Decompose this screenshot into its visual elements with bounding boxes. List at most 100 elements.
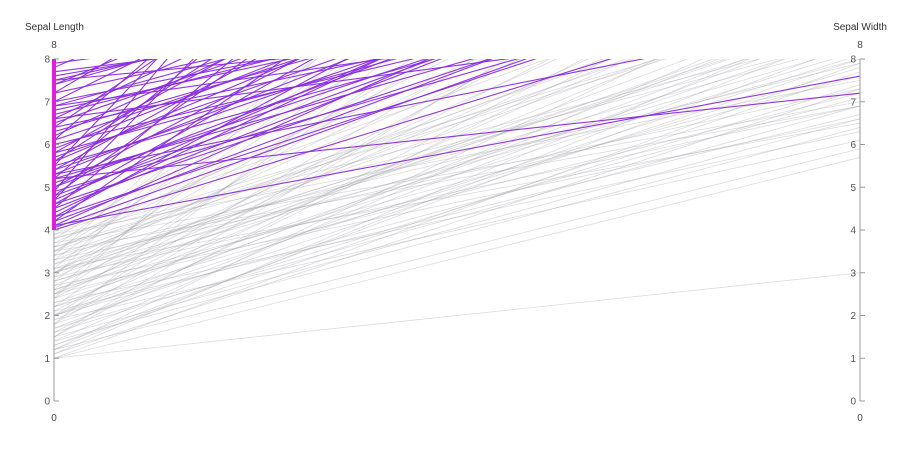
data-line-unselected xyxy=(54,59,751,355)
axis-top-range-label: 8 xyxy=(857,40,863,51)
data-line-unselected xyxy=(54,84,860,333)
data-line-unselected xyxy=(54,148,860,351)
data-line-selected xyxy=(54,59,382,214)
data-line-selected xyxy=(54,59,301,163)
axis-tick-label: 0 xyxy=(850,397,856,408)
data-line-unselected xyxy=(54,59,476,316)
data-line-selected xyxy=(54,59,59,60)
brush-selection[interactable] xyxy=(52,59,56,230)
data-line-unselected xyxy=(54,59,747,316)
axis-tick-label: 8 xyxy=(850,55,856,66)
data-line-unselected xyxy=(54,59,375,282)
data-line-selected xyxy=(54,59,214,94)
data-line-selected xyxy=(54,59,612,231)
data-line-selected xyxy=(54,59,392,188)
data-line-selected xyxy=(54,59,387,107)
data-line-unselected xyxy=(54,59,658,351)
data-line-selected xyxy=(54,59,60,60)
axis-sepal-length[interactable]: Sepal Length 8 0 0 1 2 3 4 5 6 7 8 xyxy=(25,22,84,424)
axis-sepal-width[interactable]: Sepal Width 8 0 0 1 2 3 4 5 6 7 8 xyxy=(833,22,887,424)
data-line-unselected xyxy=(54,127,860,342)
data-line-unselected xyxy=(54,79,860,235)
data-line-unselected xyxy=(54,59,450,252)
data-line-selected xyxy=(54,59,213,163)
data-line-unselected xyxy=(54,59,507,338)
data-line-unselected xyxy=(54,59,318,248)
data-line-unselected xyxy=(54,59,689,295)
data-line-unselected xyxy=(54,59,388,325)
data-line-selected xyxy=(54,59,310,133)
data-line-unselected xyxy=(54,59,663,308)
data-line-selected xyxy=(54,59,398,154)
data-line-unselected xyxy=(54,88,860,355)
data-line-unselected xyxy=(54,59,834,299)
data-line-selected xyxy=(54,59,227,107)
data-line-selected xyxy=(54,59,415,146)
data-line-unselected xyxy=(54,59,786,351)
data-line-unselected xyxy=(54,59,315,269)
data-line-selected xyxy=(54,59,198,180)
data-line-unselected xyxy=(54,59,510,325)
data-line-unselected xyxy=(54,71,860,346)
axis-tick-label: 5 xyxy=(44,183,50,194)
data-line-unselected xyxy=(54,59,860,274)
data-line-selected xyxy=(54,59,155,77)
data-line-selected xyxy=(54,59,437,167)
data-line-unselected xyxy=(54,59,627,278)
axis-title-sepal-width: Sepal Width xyxy=(833,22,887,33)
axis-tick-label: 0 xyxy=(44,397,50,408)
data-line-unselected xyxy=(54,59,720,321)
data-line-unselected xyxy=(54,59,585,338)
data-line-selected xyxy=(54,59,494,222)
data-line-unselected xyxy=(54,59,522,265)
data-line-unselected xyxy=(54,59,761,329)
data-line-selected xyxy=(54,59,427,184)
data-line-unselected xyxy=(54,59,667,248)
data-line-selected xyxy=(54,59,314,205)
data-line-unselected xyxy=(54,88,860,261)
data-line-unselected xyxy=(54,59,277,278)
data-line-unselected xyxy=(54,59,860,325)
data-line-unselected xyxy=(54,97,860,316)
data-line-unselected xyxy=(54,59,715,291)
data-line-unselected xyxy=(54,59,732,282)
data-line-unselected xyxy=(54,105,860,278)
axis-top-range-label: 8 xyxy=(51,40,57,51)
data-line-unselected xyxy=(54,59,478,244)
axis-tick-label: 2 xyxy=(44,311,50,322)
data-line-selected xyxy=(54,59,537,218)
data-line-unselected xyxy=(54,59,558,286)
data-line-unselected xyxy=(54,59,635,257)
data-line-selected xyxy=(54,59,380,128)
data-line-unselected xyxy=(54,59,344,261)
data-line-selected xyxy=(54,59,646,175)
data-line-unselected xyxy=(54,59,818,282)
axis-bottom-range-label: 0 xyxy=(857,413,863,424)
data-line-selected xyxy=(54,59,430,227)
axis-ticks: 0 1 2 3 4 5 6 7 8 xyxy=(44,55,59,408)
axis-tick-label: 1 xyxy=(850,354,856,365)
data-line-unselected xyxy=(54,62,860,359)
data-line-unselected xyxy=(54,59,590,295)
data-line-selected xyxy=(54,59,519,193)
axis-tick-label: 5 xyxy=(850,183,856,194)
data-line-selected xyxy=(54,59,528,229)
data-line-unselected xyxy=(54,101,860,244)
data-line-selected xyxy=(54,59,226,154)
axis-tick-label: 4 xyxy=(44,226,50,237)
data-line-unselected xyxy=(54,59,549,235)
data-line-unselected xyxy=(54,156,860,359)
axis-tick-label: 6 xyxy=(850,140,856,151)
axis-tick-label: 3 xyxy=(850,268,856,279)
data-line-selected xyxy=(54,59,293,111)
data-line-unselected xyxy=(54,59,727,274)
data-line-unselected xyxy=(54,131,860,304)
data-line-selected xyxy=(54,75,860,227)
data-line-selected xyxy=(54,59,380,201)
data-line-selected xyxy=(54,59,284,81)
unselected-lines-group xyxy=(54,59,860,359)
axis-title-sepal-length: Sepal Length xyxy=(25,22,84,33)
data-line-unselected xyxy=(54,75,860,291)
data-line-unselected xyxy=(54,105,860,252)
